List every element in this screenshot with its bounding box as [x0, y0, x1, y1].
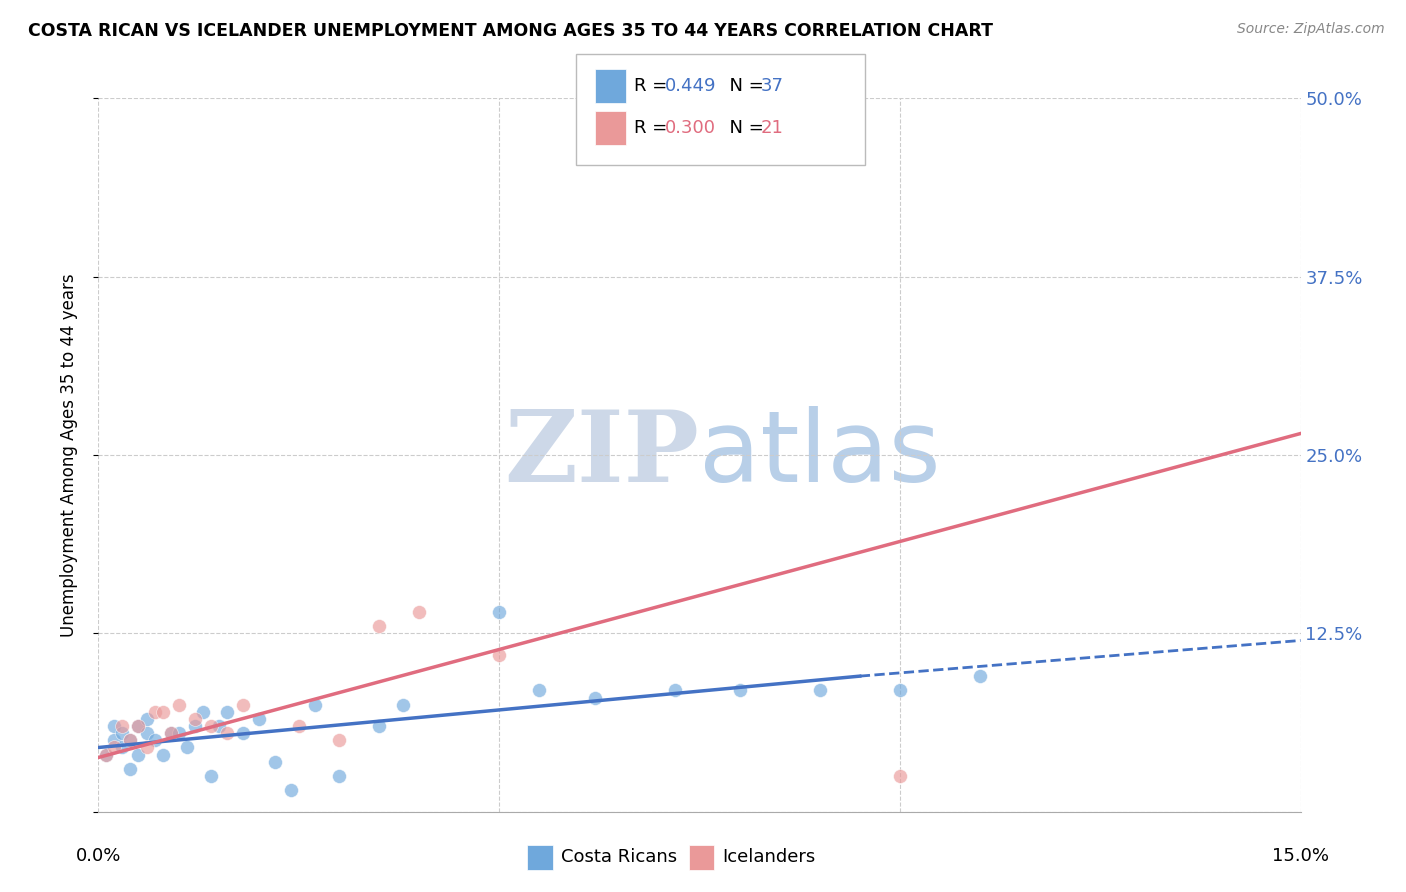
Point	[111, 740, 134, 755]
Text: 37: 37	[761, 77, 783, 95]
Text: R =: R =	[634, 119, 673, 136]
Point	[103, 733, 125, 747]
Point	[183, 719, 205, 733]
Point	[152, 747, 174, 762]
Point	[159, 726, 181, 740]
Point	[176, 740, 198, 755]
Point	[583, 690, 606, 705]
Text: 15.0%: 15.0%	[1272, 847, 1329, 865]
Text: N =: N =	[718, 119, 770, 136]
Point	[135, 712, 157, 726]
Text: atlas: atlas	[700, 407, 941, 503]
Y-axis label: Unemployment Among Ages 35 to 44 years: Unemployment Among Ages 35 to 44 years	[59, 273, 77, 637]
Point	[143, 705, 166, 719]
Text: 0.300: 0.300	[665, 119, 716, 136]
Point	[232, 698, 254, 712]
Text: 21: 21	[761, 119, 783, 136]
Point	[135, 740, 157, 755]
Text: R =: R =	[634, 77, 673, 95]
Point	[183, 712, 205, 726]
Point	[152, 705, 174, 719]
Text: COSTA RICAN VS ICELANDER UNEMPLOYMENT AMONG AGES 35 TO 44 YEARS CORRELATION CHAR: COSTA RICAN VS ICELANDER UNEMPLOYMENT AM…	[28, 22, 993, 40]
Point	[664, 683, 686, 698]
Point	[328, 733, 350, 747]
Point	[167, 726, 190, 740]
Text: Icelanders: Icelanders	[723, 848, 815, 866]
Point	[128, 719, 150, 733]
Point	[128, 719, 150, 733]
Point	[304, 698, 326, 712]
Point	[159, 726, 181, 740]
Point	[408, 605, 430, 619]
Point	[328, 769, 350, 783]
Point	[120, 733, 142, 747]
Point	[120, 762, 142, 776]
Text: N =: N =	[718, 77, 770, 95]
Point	[111, 719, 134, 733]
Point	[728, 683, 751, 698]
Text: ZIP: ZIP	[505, 407, 700, 503]
Point	[529, 683, 551, 698]
Point	[215, 705, 238, 719]
Point	[488, 605, 510, 619]
Point	[889, 769, 911, 783]
Point	[280, 783, 302, 797]
Text: 0.449: 0.449	[665, 77, 717, 95]
Point	[969, 669, 991, 683]
Text: Costa Ricans: Costa Ricans	[561, 848, 678, 866]
Point	[191, 705, 214, 719]
Point	[368, 619, 391, 633]
Point	[488, 648, 510, 662]
Point	[128, 747, 150, 762]
Point	[208, 719, 231, 733]
Point	[215, 726, 238, 740]
Point	[120, 733, 142, 747]
Point	[111, 726, 134, 740]
Point	[392, 698, 415, 712]
Point	[143, 733, 166, 747]
Point	[200, 769, 222, 783]
Point	[263, 755, 285, 769]
Point	[288, 719, 311, 733]
Point	[103, 719, 125, 733]
Point	[96, 747, 118, 762]
Text: 0.0%: 0.0%	[76, 847, 121, 865]
Point	[889, 683, 911, 698]
Point	[103, 740, 125, 755]
Point	[232, 726, 254, 740]
Point	[200, 719, 222, 733]
Point	[96, 747, 118, 762]
Point	[247, 712, 270, 726]
Point	[167, 698, 190, 712]
Point	[135, 726, 157, 740]
Point	[808, 683, 831, 698]
Point	[368, 719, 391, 733]
Text: Source: ZipAtlas.com: Source: ZipAtlas.com	[1237, 22, 1385, 37]
